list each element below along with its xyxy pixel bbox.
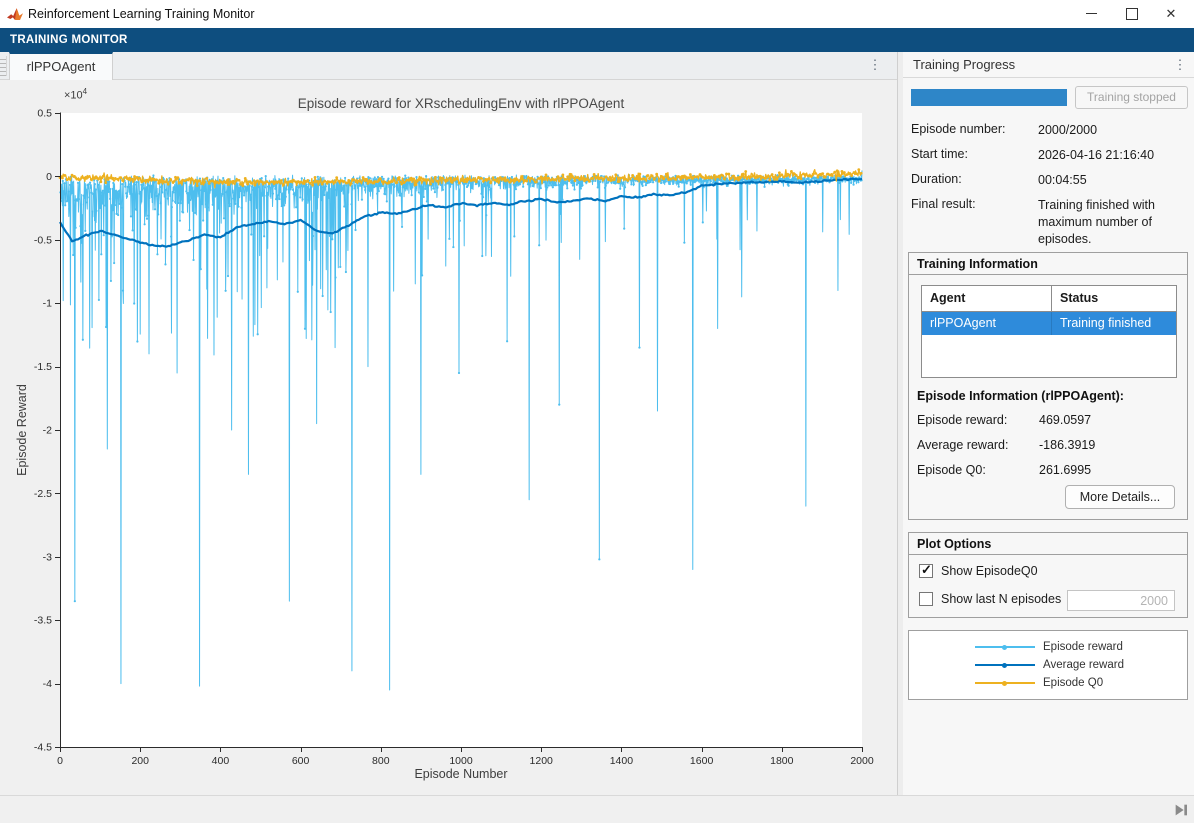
legend-label: Episode reward [1043, 641, 1123, 653]
legend-item-average-reward: Average reward [975, 659, 1187, 671]
plot-options-title: Plot Options [909, 533, 1187, 555]
last-n-episodes-input[interactable] [1067, 590, 1175, 611]
agent-status-table: Agent Status rlPPOAgent Training finishe… [921, 285, 1177, 378]
legend-label: Average reward [1043, 659, 1124, 671]
show-episodeq0-checkbox[interactable] [919, 564, 933, 578]
y-axis-label: Episode Reward [15, 375, 29, 485]
chart-title: Episode reward for XRschedulingEnv with … [60, 96, 862, 111]
training-information-group: Training Information Agent Status rlPPOA… [908, 252, 1188, 520]
episode-reward-line-icon [975, 646, 1035, 648]
table-row[interactable]: rlPPOAgent Training finished [922, 312, 1176, 335]
episode-q0-line-icon [975, 682, 1035, 684]
episode-reward-value: 469.0597 [1039, 413, 1091, 427]
training-progress-fill [911, 89, 1067, 106]
episode-number-label: Episode number: [911, 122, 1035, 136]
agent-cell: rlPPOAgent [922, 312, 1052, 335]
tab-rlppoagent[interactable]: rlPPOAgent [9, 52, 113, 80]
status-cell: Training finished [1052, 312, 1176, 335]
matlab-logo-icon [7, 7, 23, 21]
window-titlebar: Reinforcement Learning Training Monitor [0, 0, 1194, 28]
x-axis-label: Episode Number [60, 767, 862, 781]
dock-grip-icon[interactable] [0, 56, 7, 76]
status-column-header: Status [1052, 286, 1176, 311]
start-time-value: 2026-04-16 21:16:40 [1038, 147, 1188, 164]
figure-area: Episode reward for XRschedulingEnv with … [0, 80, 897, 795]
episode-q0-value: 261.6995 [1039, 463, 1091, 477]
agent-column-header: Agent [922, 286, 1052, 311]
average-reward-line-icon [975, 664, 1035, 666]
legend-item-episode-q0: Episode Q0 [975, 677, 1187, 689]
window-title: Reinforcement Learning Training Monitor [28, 0, 255, 28]
expand-panel-arrow-icon[interactable] [1173, 802, 1189, 818]
status-bar [0, 795, 1194, 823]
training-stopped-button[interactable]: Training stopped [1075, 86, 1188, 109]
show-episodeq0-label: Show EpisodeQ0 [941, 564, 1038, 578]
final-result-label: Final result: [911, 197, 1035, 211]
reward-chart-canvas [0, 80, 897, 795]
duration-value: 00:04:55 [1038, 172, 1188, 189]
episode-reward-label: Episode reward: [917, 413, 1007, 427]
y-axis-multiplier: ×104 [64, 87, 87, 102]
episode-number-value: 2000/2000 [1038, 122, 1188, 139]
legend-item-episode-reward: Episode reward [975, 641, 1187, 653]
panel-header: Training Progress [903, 52, 1194, 78]
table-header-row: Agent Status [922, 286, 1176, 312]
close-button[interactable] [1154, 0, 1188, 28]
figure-panel: rlPPOAgent Episode reward for XRscheduli… [0, 52, 897, 795]
chart-legend: Episode reward Average reward Episode Q0 [908, 630, 1188, 700]
show-last-n-checkbox[interactable] [919, 592, 933, 606]
plot-options-group: Plot Options Show EpisodeQ0 Show last N … [908, 532, 1188, 618]
training-progress-panel: Training Progress Training stopped Episo… [903, 52, 1194, 795]
training-progress-bar [911, 89, 1067, 106]
show-last-n-label: Show last N episodes [941, 592, 1061, 606]
duration-label: Duration: [911, 172, 1035, 186]
tab-options-menu-icon[interactable] [865, 57, 885, 73]
training-information-title: Training Information [909, 253, 1187, 275]
ribbon-tab-training-monitor[interactable]: TRAINING MONITOR [0, 28, 1194, 52]
document-tabbar: rlPPOAgent [0, 52, 897, 80]
episode-q0-label: Episode Q0: [917, 463, 986, 477]
episode-information-title: Episode Information (rlPPOAgent): [917, 389, 1124, 403]
more-details-button[interactable]: More Details... [1065, 485, 1175, 509]
panel-options-menu-icon[interactable] [1170, 57, 1190, 73]
final-result-value: Training finished with maximum number of… [1038, 197, 1188, 248]
panel-title: Training Progress [913, 52, 1015, 78]
legend-label: Episode Q0 [1043, 677, 1103, 689]
average-reward-label: Average reward: [917, 438, 1009, 452]
maximize-button[interactable] [1115, 0, 1149, 28]
average-reward-value: -186.3919 [1039, 438, 1095, 452]
minimize-button[interactable] [1074, 0, 1108, 28]
toolstrip-ribbon: TRAINING MONITOR [0, 28, 1194, 52]
start-time-label: Start time: [911, 147, 1035, 161]
